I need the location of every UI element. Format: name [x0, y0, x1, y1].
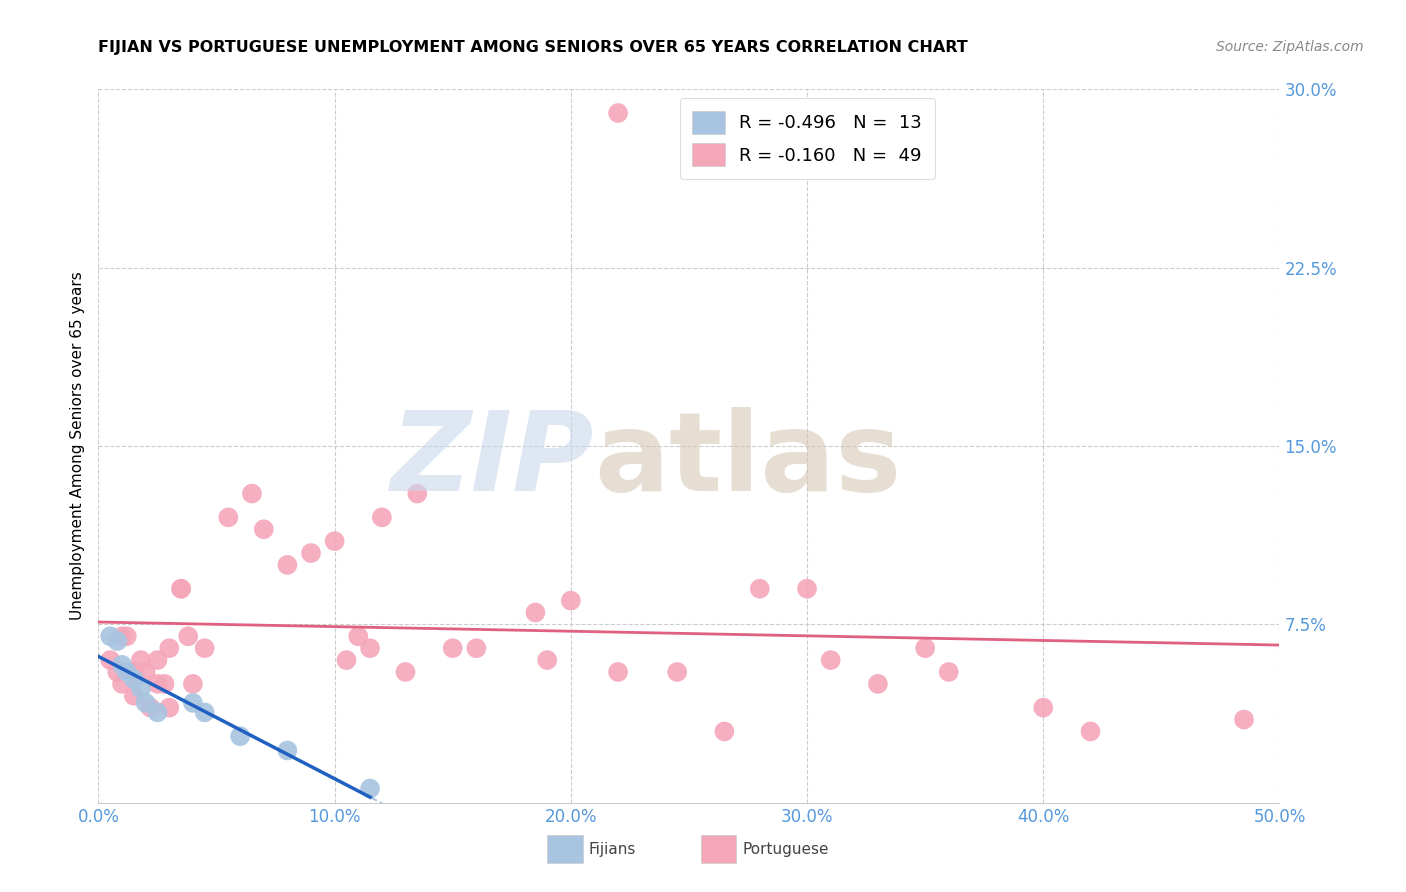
Point	[276, 558, 298, 572]
Point	[170, 582, 193, 596]
Point	[1233, 713, 1256, 727]
Point	[666, 665, 689, 679]
Point	[229, 729, 252, 743]
Point	[524, 606, 547, 620]
Point	[276, 743, 298, 757]
Point	[406, 486, 429, 500]
Point	[105, 634, 128, 648]
Point	[194, 641, 217, 656]
FancyBboxPatch shape	[547, 835, 582, 863]
Point	[713, 724, 735, 739]
Text: ZIP: ZIP	[391, 407, 595, 514]
Point	[607, 665, 630, 679]
Point	[253, 522, 276, 536]
Point	[122, 672, 145, 686]
Point	[820, 653, 842, 667]
Point	[135, 665, 157, 679]
Point	[105, 665, 128, 679]
Text: Portuguese: Portuguese	[742, 842, 828, 856]
Point	[371, 510, 394, 524]
Point	[157, 641, 180, 656]
Point	[335, 653, 357, 667]
Point	[98, 629, 121, 643]
Point	[394, 665, 416, 679]
Point	[1032, 700, 1054, 714]
Point	[122, 689, 145, 703]
Point	[359, 781, 381, 796]
Point	[157, 700, 180, 714]
Point	[111, 677, 134, 691]
Point	[111, 629, 134, 643]
Point	[914, 641, 936, 656]
Point	[194, 706, 217, 720]
Point	[146, 677, 169, 691]
Text: Source: ZipAtlas.com: Source: ZipAtlas.com	[1216, 40, 1364, 54]
Point	[115, 665, 138, 679]
Text: Fijians: Fijians	[589, 842, 636, 856]
Point	[98, 653, 121, 667]
Point	[111, 657, 134, 672]
Point	[139, 700, 162, 714]
Point	[299, 546, 322, 560]
Point	[938, 665, 960, 679]
Point	[441, 641, 464, 656]
Point	[748, 582, 770, 596]
Point	[129, 681, 152, 696]
Point	[796, 582, 818, 596]
Point	[560, 593, 582, 607]
Legend: R = -0.496   N =  13, R = -0.160   N =  49: R = -0.496 N = 13, R = -0.160 N = 49	[679, 98, 935, 179]
Point	[170, 582, 193, 596]
Point	[146, 706, 169, 720]
Point	[122, 665, 145, 679]
Point	[866, 677, 889, 691]
Point	[607, 106, 630, 120]
Point	[465, 641, 488, 656]
Point	[359, 641, 381, 656]
Point	[129, 653, 152, 667]
Y-axis label: Unemployment Among Seniors over 65 years: Unemployment Among Seniors over 65 years	[69, 272, 84, 620]
Point	[181, 677, 204, 691]
Point	[347, 629, 370, 643]
Point	[1080, 724, 1102, 739]
Text: FIJIAN VS PORTUGUESE UNEMPLOYMENT AMONG SENIORS OVER 65 YEARS CORRELATION CHART: FIJIAN VS PORTUGUESE UNEMPLOYMENT AMONG …	[98, 40, 969, 55]
Point	[323, 534, 346, 549]
Point	[536, 653, 558, 667]
Point	[217, 510, 239, 524]
Point	[177, 629, 200, 643]
Point	[153, 677, 176, 691]
Point	[135, 696, 157, 710]
FancyBboxPatch shape	[700, 835, 737, 863]
Point	[115, 629, 138, 643]
Point	[181, 696, 204, 710]
Point	[240, 486, 263, 500]
Text: atlas: atlas	[595, 407, 901, 514]
Point	[146, 653, 169, 667]
